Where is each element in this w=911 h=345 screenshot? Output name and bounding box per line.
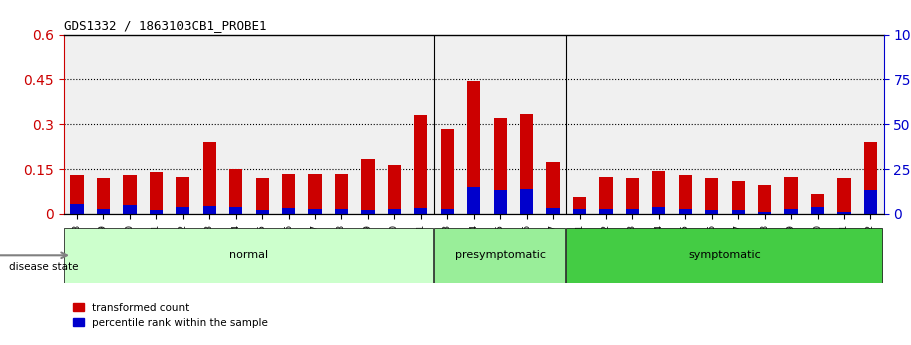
Bar [652,170,665,214]
Bar [679,175,692,214]
Bar [837,212,851,214]
Bar [255,210,269,214]
Bar [811,195,824,214]
Bar [202,142,216,214]
Bar [149,210,163,214]
Bar [388,208,401,214]
Bar [732,210,745,214]
Bar [811,207,824,214]
Bar [837,178,851,214]
Bar [547,208,559,214]
Bar [123,205,137,214]
Bar [335,208,348,214]
Bar [441,208,454,214]
Bar [758,186,772,214]
Bar [97,208,110,214]
Bar [626,178,639,214]
Text: GDS1332 / 1863103CB1_PROBE1: GDS1332 / 1863103CB1_PROBE1 [64,19,266,32]
FancyBboxPatch shape [567,228,883,283]
Bar [864,190,877,214]
Bar [415,208,427,214]
Bar [229,169,242,214]
Bar [573,197,586,214]
Bar [494,118,507,214]
Bar [362,159,374,214]
FancyBboxPatch shape [64,228,433,283]
Text: presymptomatic: presymptomatic [455,250,546,260]
Text: symptomatic: symptomatic [689,250,762,260]
Bar [758,212,772,214]
Text: disease state: disease state [9,263,78,272]
Bar [70,175,84,214]
Bar [97,178,110,214]
FancyBboxPatch shape [434,228,565,283]
Bar [864,142,877,214]
Bar [229,207,242,214]
Bar [335,174,348,214]
Bar [520,189,533,214]
Bar [599,208,612,214]
Text: normal: normal [230,250,269,260]
Bar [467,81,480,214]
Bar [705,178,719,214]
Bar [626,209,639,214]
Bar [652,207,665,214]
Bar [176,207,189,214]
Bar [70,204,84,214]
Bar [705,210,719,214]
Bar [388,165,401,214]
Bar [149,172,163,214]
Bar [494,190,507,214]
Bar [784,177,798,214]
Bar [282,174,295,214]
Bar [282,208,295,214]
Bar [415,115,427,214]
Bar [679,208,692,214]
Bar [309,174,322,214]
Bar [255,178,269,214]
Bar [547,161,559,214]
Bar [362,210,374,214]
Bar [309,209,322,214]
Bar [520,114,533,214]
Bar [573,208,586,214]
Legend: transformed count, percentile rank within the sample: transformed count, percentile rank withi… [69,298,272,332]
Bar [202,206,216,214]
Bar [441,129,454,214]
Bar [123,175,137,214]
Bar [732,181,745,214]
Bar [784,209,798,214]
Bar [599,177,612,214]
Bar [467,187,480,214]
Bar [176,177,189,214]
